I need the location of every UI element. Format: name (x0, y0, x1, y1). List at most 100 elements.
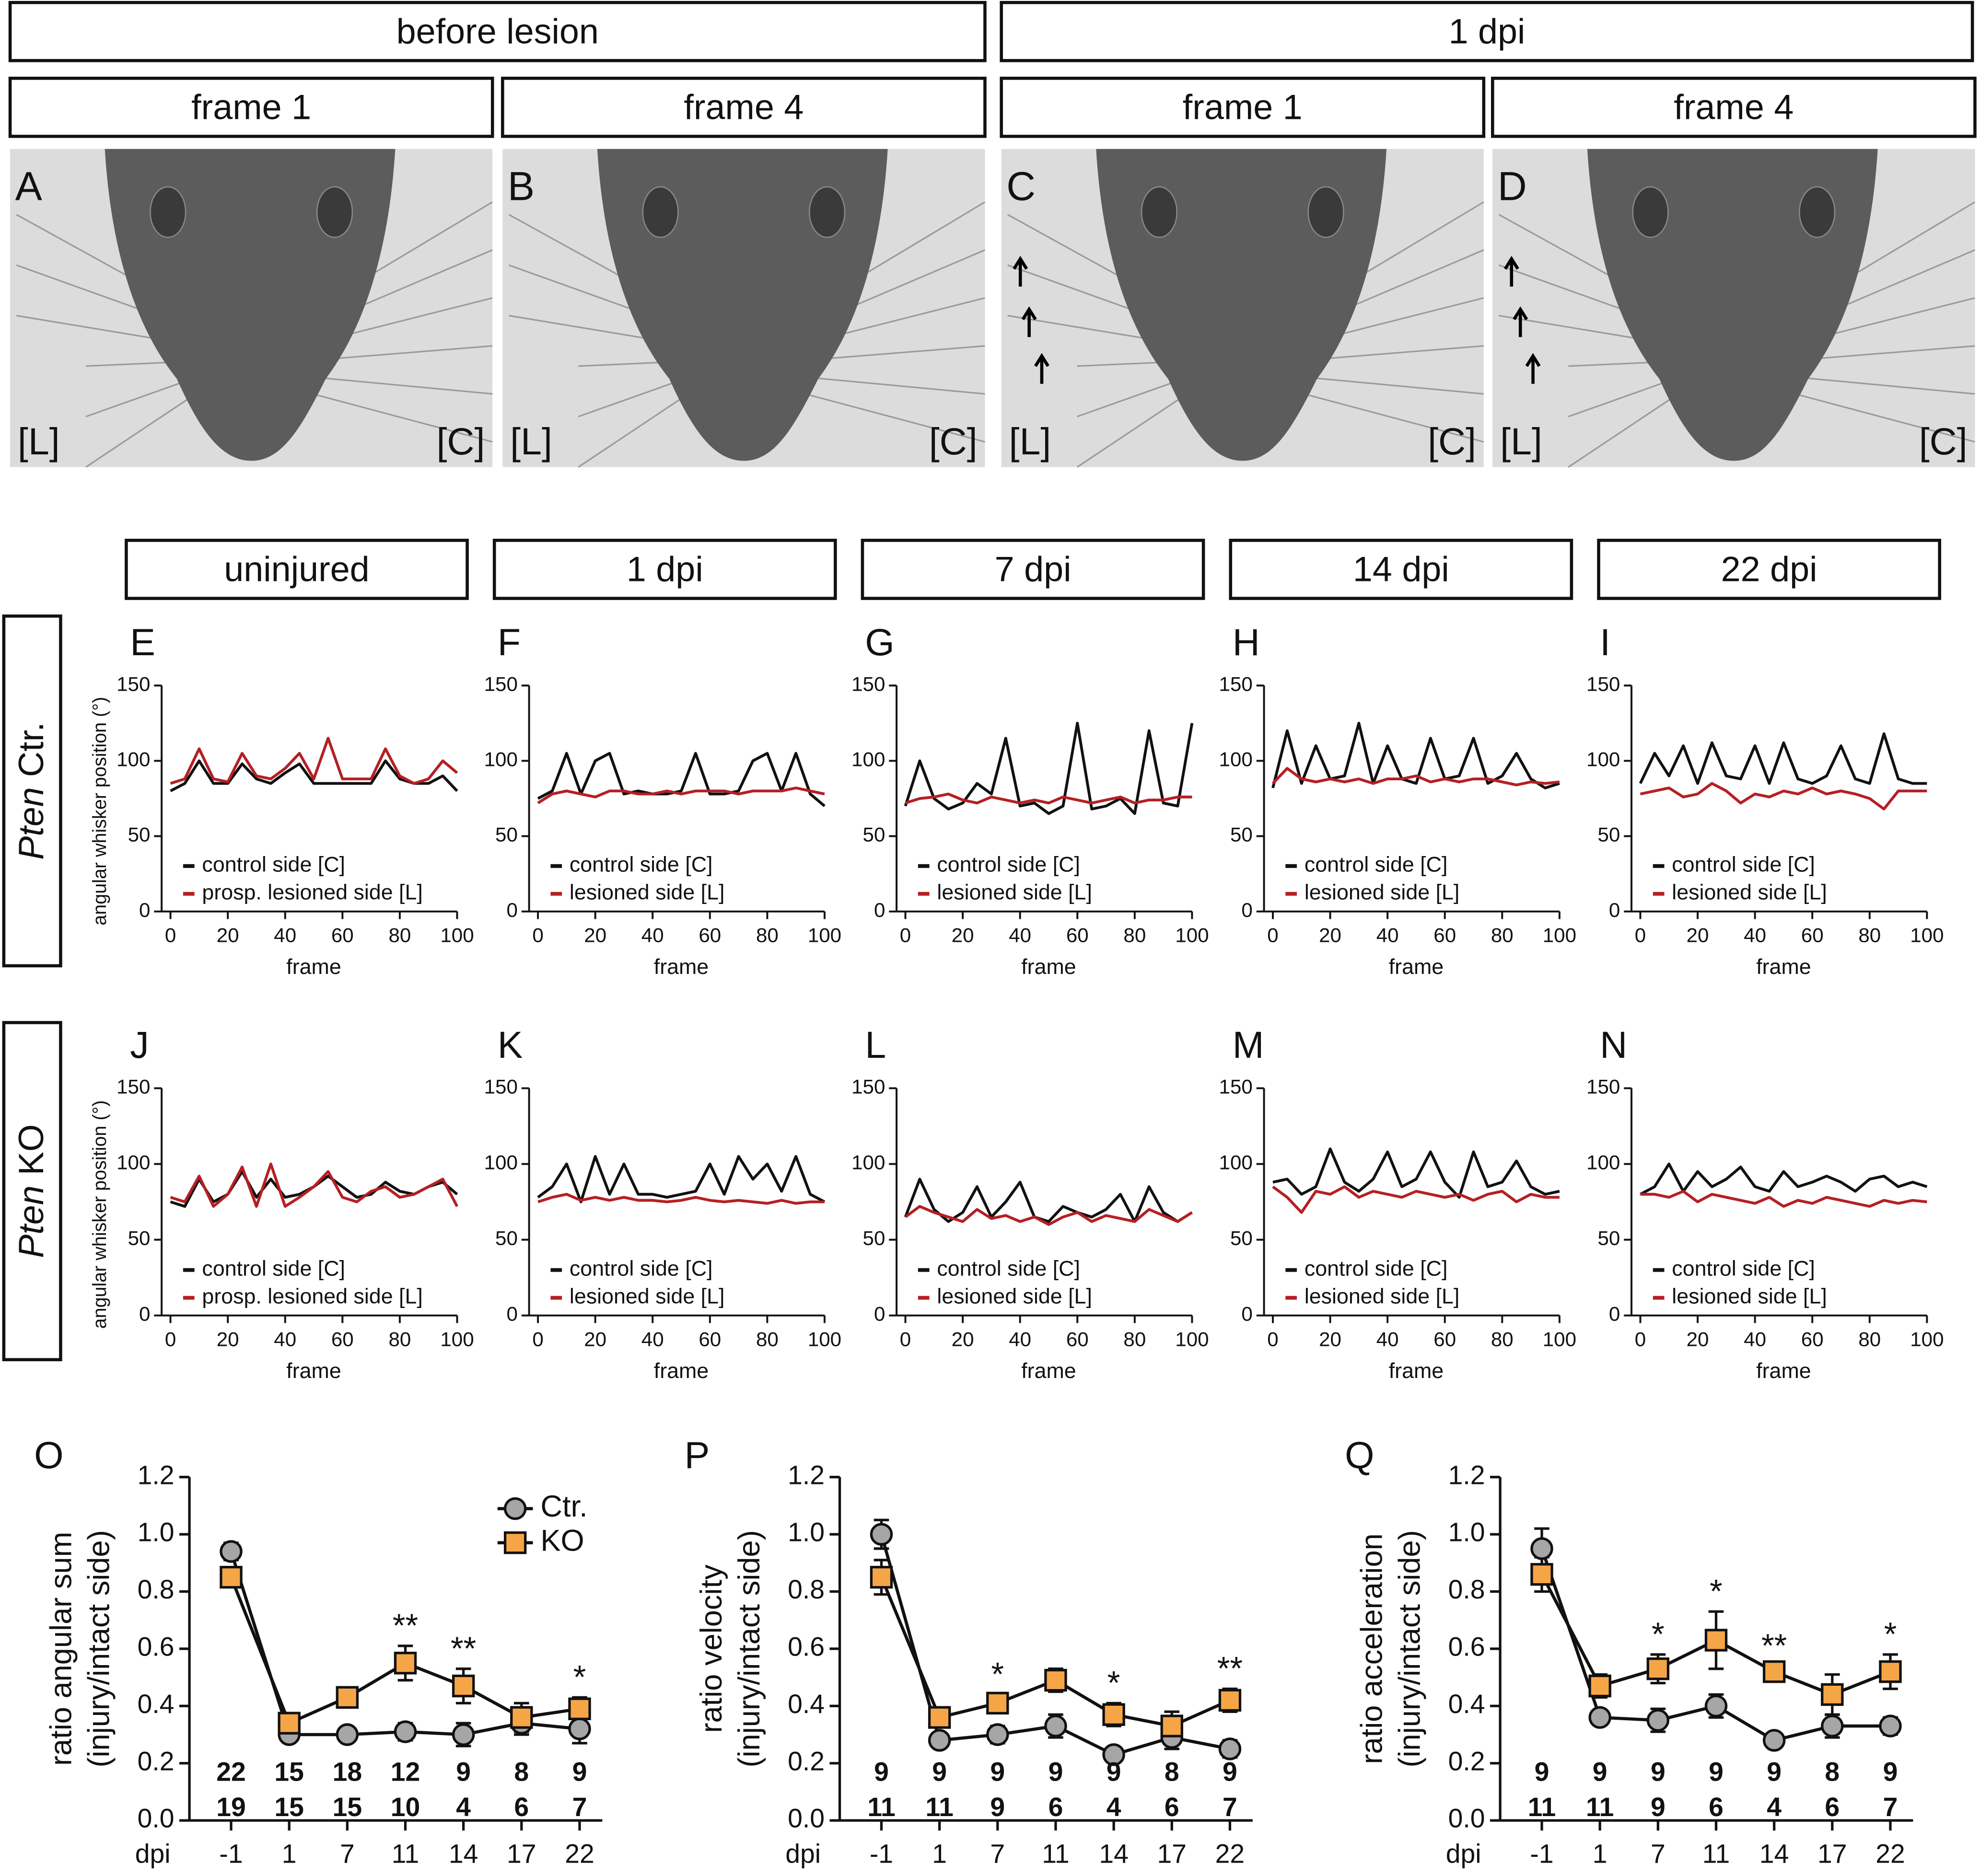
y-tick-label: 0 (1609, 899, 1620, 921)
whisker (303, 390, 493, 443)
significance: * (573, 1659, 586, 1696)
n-label: 11 (1528, 1792, 1556, 1822)
trace (904, 721, 1194, 815)
x-axis-label: frame (1021, 955, 1076, 979)
x-tick-label: 11 (392, 1839, 419, 1868)
trace (905, 792, 1192, 805)
marker (568, 1697, 591, 1720)
n-label: 6 (1825, 1792, 1840, 1822)
y-tick-label: 100 (1586, 1151, 1620, 1174)
marker (503, 1497, 527, 1520)
legend-label: control side [C] (1304, 1257, 1448, 1281)
series-line (880, 1576, 1231, 1728)
marker (1762, 1660, 1786, 1683)
panel-letter: O (34, 1434, 63, 1476)
trace (1272, 1147, 1560, 1199)
y-tick-label: 0.6 (788, 1632, 825, 1662)
header-box (1229, 539, 1573, 600)
eye (1307, 186, 1344, 238)
x-axis-label: frame (1756, 1359, 1811, 1383)
n-label: 6 (514, 1792, 529, 1822)
legend-label: lesioned side [L] (1304, 880, 1460, 904)
photo-letter: D (1498, 163, 1527, 208)
y-axis-label: ratio acceleration (1355, 1533, 1388, 1764)
significance: * (1710, 1573, 1723, 1610)
arrow (1034, 353, 1049, 384)
x-tick-label: 80 (1491, 924, 1514, 946)
y-tick-label: 0.2 (138, 1746, 175, 1776)
y-tick-label: 0.4 (788, 1689, 825, 1719)
y-tick-label: 0.0 (138, 1804, 175, 1833)
y-tick-label: 150 (851, 1076, 885, 1098)
header-box (8, 77, 494, 138)
row-label-group: KO (12, 1124, 51, 1175)
x-tick-label: 60 (331, 1328, 354, 1350)
row-label-gene: Pten (12, 1185, 51, 1258)
n-label: 6 (1165, 1792, 1179, 1822)
marker (1588, 1706, 1611, 1729)
y-tick-label: 0 (506, 1303, 517, 1325)
y-tick-label: 50 (863, 1227, 885, 1250)
y-tick-label: 0 (139, 899, 150, 921)
x-tick-label: 17 (1817, 1839, 1847, 1868)
x-axis-label: frame (654, 1359, 709, 1383)
legend-label: control side [C] (570, 853, 713, 877)
n-label: 9 (1709, 1757, 1724, 1786)
trace (904, 1178, 1193, 1223)
significance: ** (451, 1630, 476, 1667)
x-axis-label: dpi (1446, 1839, 1481, 1868)
panel-letter: J (130, 1023, 149, 1066)
marker (510, 1706, 533, 1729)
x-tick-label: 60 (1433, 1328, 1456, 1350)
marker (394, 1652, 417, 1675)
y-tick-label: 0.8 (1448, 1575, 1485, 1604)
side-label: [L] (1009, 420, 1051, 463)
x-tick-label: 40 (1009, 924, 1031, 946)
x-tick-label: 60 (699, 924, 721, 946)
x-tick-label: 1 (1593, 1839, 1607, 1868)
n-label: 9 (990, 1757, 1005, 1786)
legend-label: prosp. lesioned side [L] (202, 1284, 422, 1308)
n-label: 9 (456, 1757, 471, 1786)
x-tick-label: 100 (808, 924, 841, 946)
header-text: frame 1 (191, 87, 311, 127)
marker (1044, 1668, 1067, 1692)
legend-label: lesioned side [L] (937, 1284, 1092, 1308)
x-tick-label: 80 (388, 1328, 411, 1350)
x-tick-label: 20 (217, 1328, 239, 1350)
marker (1218, 1737, 1242, 1760)
marker (220, 1565, 243, 1589)
y-axis-label: ratio angular sum (44, 1532, 78, 1766)
legend-label: control side [C] (1304, 853, 1448, 877)
side-label: [C] (1919, 420, 1968, 463)
y-tick-label: 0 (1241, 1303, 1252, 1325)
y-axis-label: (injury/intact side) (733, 1530, 766, 1767)
y-tick-label: 150 (1586, 1076, 1620, 1098)
eye (809, 186, 846, 238)
eye (150, 186, 186, 238)
x-tick-label: 20 (217, 924, 239, 946)
y-tick-label: 100 (1586, 748, 1620, 770)
panel-letter: Q (1345, 1434, 1374, 1476)
header-box (1000, 77, 1486, 138)
photo-letter: C (1006, 163, 1036, 208)
x-tick-label: 20 (584, 924, 606, 946)
x-tick-label: 7 (990, 1839, 1005, 1868)
x-axis-label: frame (1756, 955, 1811, 979)
x-tick-label: 1 (932, 1839, 947, 1868)
x-tick-label: 100 (1910, 924, 1944, 946)
trace (1640, 1190, 1927, 1208)
marker (928, 1729, 951, 1752)
x-tick-label: 22 (1875, 1839, 1905, 1868)
marker (278, 1712, 301, 1735)
marker (1821, 1683, 1844, 1706)
x-tick-label: 20 (1319, 924, 1341, 946)
n-label: 18 (333, 1757, 362, 1786)
marker (1879, 1660, 1902, 1683)
n-label: 11 (925, 1792, 953, 1822)
n-label: 15 (274, 1757, 304, 1786)
x-tick-label: 40 (641, 924, 664, 946)
side-label: [C] (436, 420, 485, 463)
header-box (501, 77, 987, 138)
whisker (1568, 391, 1683, 468)
